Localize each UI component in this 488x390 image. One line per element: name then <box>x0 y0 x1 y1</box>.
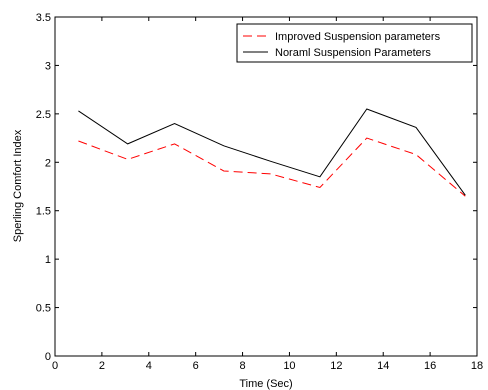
x-axis: 0 2 4 6 8 10 12 14 16 18 <box>52 17 483 372</box>
y-tick-label-6: 3 <box>45 60 51 72</box>
legend-label-normal: Noraml Suspension Parameters <box>275 47 431 59</box>
y-tick-label-5: 2.5 <box>36 109 51 121</box>
series-line-0 <box>78 137 466 197</box>
legend: Improved Suspension parameters Noraml Su… <box>236 23 473 63</box>
plot-area <box>54 16 478 357</box>
y-tick-label-3: 1.5 <box>36 206 51 218</box>
x-tick-label-7: 14 <box>377 360 389 372</box>
y-tick-label-2: 1 <box>45 254 51 266</box>
legend-label-improved: Improved Suspension parameters <box>275 31 441 43</box>
y-axis-label: Sperling Comfort Index <box>12 129 24 242</box>
x-tick-label-8: 16 <box>424 360 436 372</box>
x-tick-label-9: 18 <box>471 360 483 372</box>
y-tick-label-4: 2 <box>45 157 51 169</box>
series-line-1 <box>78 108 466 196</box>
x-axis-label: Time (Sec) <box>239 378 292 390</box>
series-layer <box>78 108 466 197</box>
x-tick-label-5: 10 <box>283 360 295 372</box>
x-tick-label-1: 2 <box>99 360 105 372</box>
legend-box <box>236 23 473 63</box>
y-tick-label-7: 3.5 <box>36 12 51 24</box>
x-tick-label-4: 8 <box>239 360 245 372</box>
x-tick-label-2: 4 <box>146 360 152 372</box>
y-tick-label-0: 0 <box>45 351 51 363</box>
x-tick-label-3: 6 <box>193 360 199 372</box>
y-axis: 0 0.5 1 1.5 2 2.5 3 3.5 <box>36 12 477 363</box>
x-tick-label-0: 0 <box>52 360 58 372</box>
x-tick-label-6: 12 <box>330 360 342 372</box>
y-tick-label-1: 0.5 <box>36 303 51 315</box>
